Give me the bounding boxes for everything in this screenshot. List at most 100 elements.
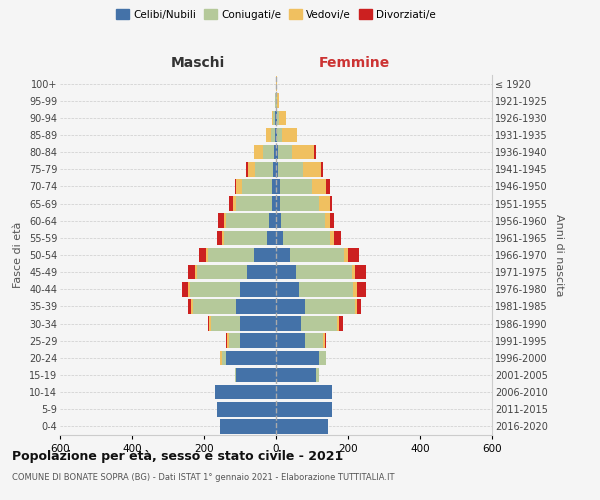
Bar [266,128,271,142]
Bar [236,179,242,194]
Bar [235,179,236,194]
Bar [276,110,277,125]
Bar [188,265,195,280]
Bar [319,350,326,365]
Text: COMUNE DI BONATE SOPRA (BG) - Dati ISTAT 1° gennaio 2021 - Elaborazione TUTTITAL: COMUNE DI BONATE SOPRA (BG) - Dati ISTAT… [12,472,395,482]
Bar [188,299,191,314]
Bar [276,128,277,142]
Bar [224,230,267,245]
Bar [278,110,286,125]
Bar [272,110,274,125]
Bar [330,196,332,211]
Bar [276,368,316,382]
Bar [326,179,330,194]
Bar [344,248,348,262]
Bar [209,316,211,331]
Bar [217,230,222,245]
Bar [229,196,233,211]
Bar [303,162,321,176]
Bar [193,299,236,314]
Bar [282,128,296,142]
Text: Femmine: Femmine [319,56,389,70]
Bar [208,248,254,262]
Bar [321,162,323,176]
Bar [242,179,272,194]
Bar [217,402,276,416]
Legend: Celibi/Nubili, Coniugati/e, Vedovi/e, Divorziati/e: Celibi/Nubili, Coniugati/e, Vedovi/e, Di… [112,5,440,24]
Bar [227,334,229,348]
Bar [272,196,276,211]
Bar [229,334,240,348]
Bar [334,230,341,245]
Bar [357,299,361,314]
Bar [278,145,292,160]
Bar [339,316,343,331]
Bar [211,316,240,331]
Bar [199,248,206,262]
Bar [275,128,276,142]
Text: Popolazione per età, sesso e stato civile - 2021: Popolazione per età, sesso e stato civil… [12,450,343,463]
Bar [269,214,276,228]
Bar [273,162,276,176]
Bar [271,128,275,142]
Bar [325,334,326,348]
Bar [276,299,305,314]
Bar [182,282,188,296]
Bar [254,145,263,160]
Bar [236,196,272,211]
Bar [276,230,283,245]
Bar [220,419,276,434]
Bar [267,230,276,245]
Bar [226,334,227,348]
Text: Maschi: Maschi [171,56,225,70]
Y-axis label: Fasce di età: Fasce di età [13,222,23,288]
Bar [277,128,282,142]
Bar [224,214,226,228]
Bar [240,316,276,331]
Bar [188,282,190,296]
Bar [191,299,193,314]
Bar [236,299,276,314]
Bar [301,316,337,331]
Bar [276,179,280,194]
Bar [276,196,280,211]
Bar [276,350,319,365]
Bar [299,282,353,296]
Bar [275,94,276,108]
Bar [240,282,276,296]
Bar [226,214,269,228]
Bar [255,162,273,176]
Bar [348,248,359,262]
Bar [296,265,352,280]
Bar [254,248,276,262]
Bar [215,385,276,400]
Bar [290,248,344,262]
Bar [312,179,326,194]
Bar [316,368,319,382]
Bar [352,265,355,280]
Bar [190,282,240,296]
Bar [276,419,328,434]
Bar [276,94,277,108]
Bar [355,299,357,314]
Bar [263,145,274,160]
Bar [276,385,332,400]
Bar [220,350,222,365]
Bar [314,145,316,160]
Bar [233,196,236,211]
Bar [277,110,278,125]
Bar [292,145,314,160]
Bar [272,179,276,194]
Bar [283,230,330,245]
Bar [357,282,366,296]
Bar [276,265,296,280]
Bar [197,265,247,280]
Bar [319,196,330,211]
Bar [337,316,339,331]
Bar [195,265,197,280]
Bar [305,334,323,348]
Bar [276,316,301,331]
Bar [276,402,332,416]
Bar [235,368,236,382]
Bar [274,110,275,125]
